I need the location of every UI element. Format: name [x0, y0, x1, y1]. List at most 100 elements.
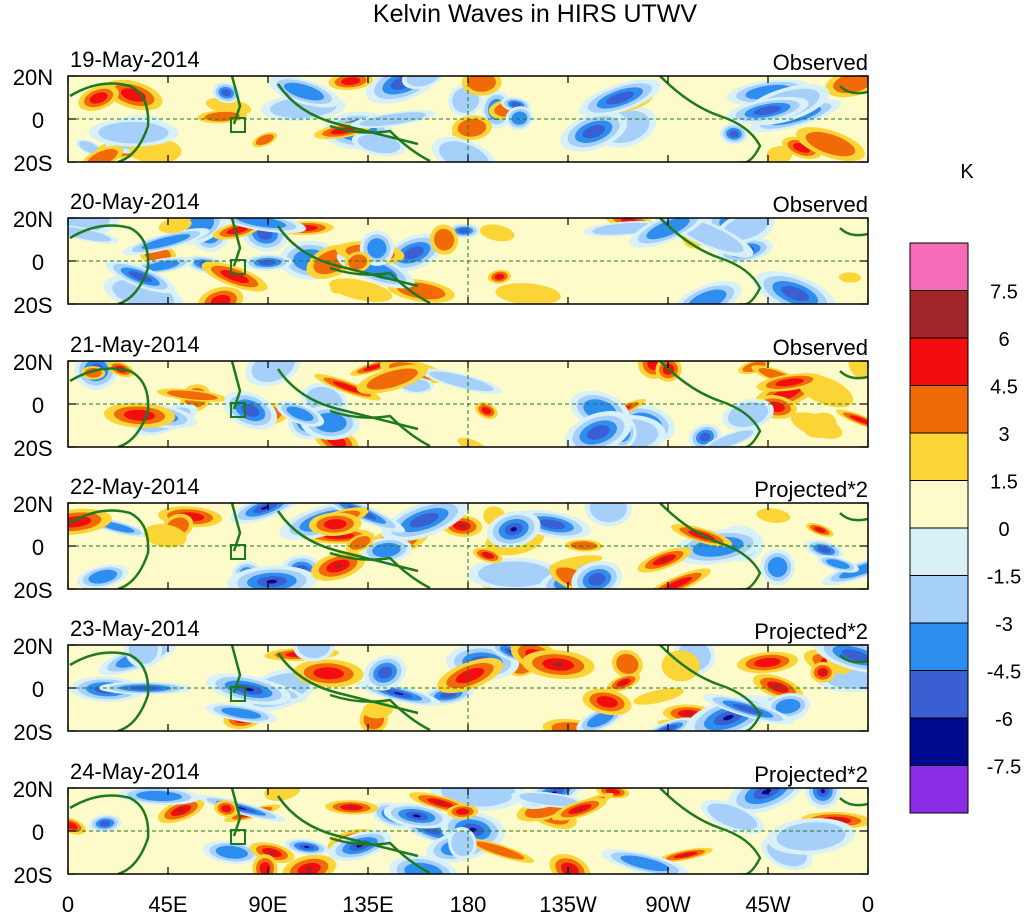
anomaly-field: [68, 76, 868, 162]
map-panel: 20N 0 20S 21-May-2014 Observed: [13, 332, 869, 461]
anomaly-contour: [761, 789, 772, 795]
colorbar-swatch: [909, 527, 969, 576]
colorbar-level: 4.5: [990, 377, 1018, 399]
lat-label: 20N: [13, 492, 53, 517]
anomaly-contour: [251, 361, 295, 383]
anomaly-contour: [485, 554, 491, 557]
map-panel: 20N 0 20S 24-May-2014 Projected*2: [13, 759, 869, 888]
lat-label: 20S: [13, 720, 52, 745]
region-box: [230, 117, 246, 133]
colorbar-level: -1.5: [987, 567, 1021, 589]
anomaly-contour: [87, 149, 118, 162]
anomaly-contour: [774, 685, 782, 690]
coastline: [839, 654, 868, 664]
anomaly-contour: [303, 846, 310, 848]
anomaly-contour: [330, 278, 360, 294]
lon-label: 45W: [745, 892, 790, 917]
colorbar-swatch: [909, 337, 969, 386]
anomaly-contour: [210, 294, 231, 304]
anomaly-contour: [519, 793, 579, 807]
anomaly-contour: [367, 238, 387, 259]
anomaly-contour: [260, 505, 270, 510]
anomaly-contour: [268, 851, 276, 855]
coastline: [329, 124, 431, 162]
colorbar-swatch: [909, 670, 969, 719]
anomaly-contour: [586, 425, 610, 440]
anomaly-contour: [841, 649, 868, 662]
coastline: [276, 368, 419, 431]
anomaly-contour: [478, 561, 552, 588]
figure-title: Kelvin Waves in HIRS UTWV: [372, 0, 698, 28]
anomaly-contour: [429, 371, 494, 392]
anomaly-contour: [455, 808, 470, 815]
lat-label: 20S: [13, 863, 52, 888]
lon-label: 135W: [539, 892, 597, 917]
anomaly-contour: [633, 687, 684, 705]
colorbar-level: -6: [995, 709, 1013, 731]
anomaly-contour: [820, 789, 825, 794]
anomaly-contour: [756, 508, 791, 523]
anomaly-contour: [458, 228, 470, 234]
region-box: [230, 829, 246, 845]
panel-type: Observed: [773, 192, 868, 217]
anomaly-contour: [266, 579, 278, 584]
colorbar-level: -3: [995, 614, 1013, 636]
anomaly-contour: [817, 528, 822, 531]
coastline: [329, 693, 431, 731]
colorbar-level: 0: [998, 519, 1009, 541]
anomaly-contour: [357, 134, 401, 154]
lat-label: 0: [32, 677, 44, 702]
anomaly-contour: [587, 711, 615, 728]
colorbar: 7.5 6 4.5 3 1.5 0 -1.5 -3 -4.5 -6 -7.5 K: [909, 161, 1021, 814]
coastline: [329, 551, 431, 589]
coastline: [69, 224, 150, 304]
coastline: [659, 645, 762, 731]
anomaly-contour: [775, 698, 801, 714]
lon-label: 0: [862, 892, 874, 917]
anomaly-contour: [838, 561, 868, 579]
anomaly-contour: [436, 801, 446, 805]
coastline: [839, 512, 868, 522]
anomaly-contour: [605, 91, 634, 105]
panel-type: Observed: [773, 335, 868, 360]
coastline: [839, 370, 868, 380]
panel-date: 23-May-2014: [70, 616, 200, 641]
anomaly-contour: [377, 666, 393, 679]
anomaly-contour: [166, 390, 218, 401]
anomaly-contour: [510, 527, 517, 532]
coastline: [276, 795, 419, 858]
region-box: [230, 686, 246, 702]
anomaly-contour: [510, 102, 522, 108]
anomaly-contour: [305, 866, 314, 872]
anomaly-contour: [255, 134, 274, 146]
anomaly-contour: [826, 559, 850, 569]
lat-label: 20N: [13, 777, 53, 802]
anomaly-contour: [589, 503, 627, 523]
anomaly-contour: [707, 803, 758, 831]
anomaly-contour: [333, 563, 343, 569]
lat-label: 20S: [13, 293, 52, 318]
anomaly-contour: [439, 691, 457, 699]
anomaly-contour: [753, 105, 782, 116]
lon-label: 135E: [342, 892, 393, 917]
lat-label: 20S: [13, 436, 52, 461]
coastline: [276, 510, 419, 573]
anomaly-contour: [681, 853, 690, 857]
anomaly-contour: [588, 573, 606, 586]
coastline: [659, 361, 762, 447]
anomaly-contour: [848, 361, 868, 379]
anomaly-field: [68, 788, 868, 874]
anomaly-contour: [790, 412, 843, 439]
anomaly-field: [68, 503, 868, 589]
lon-label: 0: [62, 892, 74, 917]
anomaly-contour: [646, 218, 690, 240]
anomaly-contour: [128, 645, 158, 664]
anomaly-contour: [136, 790, 183, 802]
anomaly-contour: [434, 228, 455, 251]
anomaly-contour: [141, 234, 191, 250]
anomaly-contour: [158, 218, 192, 234]
anomaly-contour: [177, 808, 185, 813]
anomaly-contour: [226, 226, 249, 235]
colorbar-swatch: [909, 717, 969, 766]
